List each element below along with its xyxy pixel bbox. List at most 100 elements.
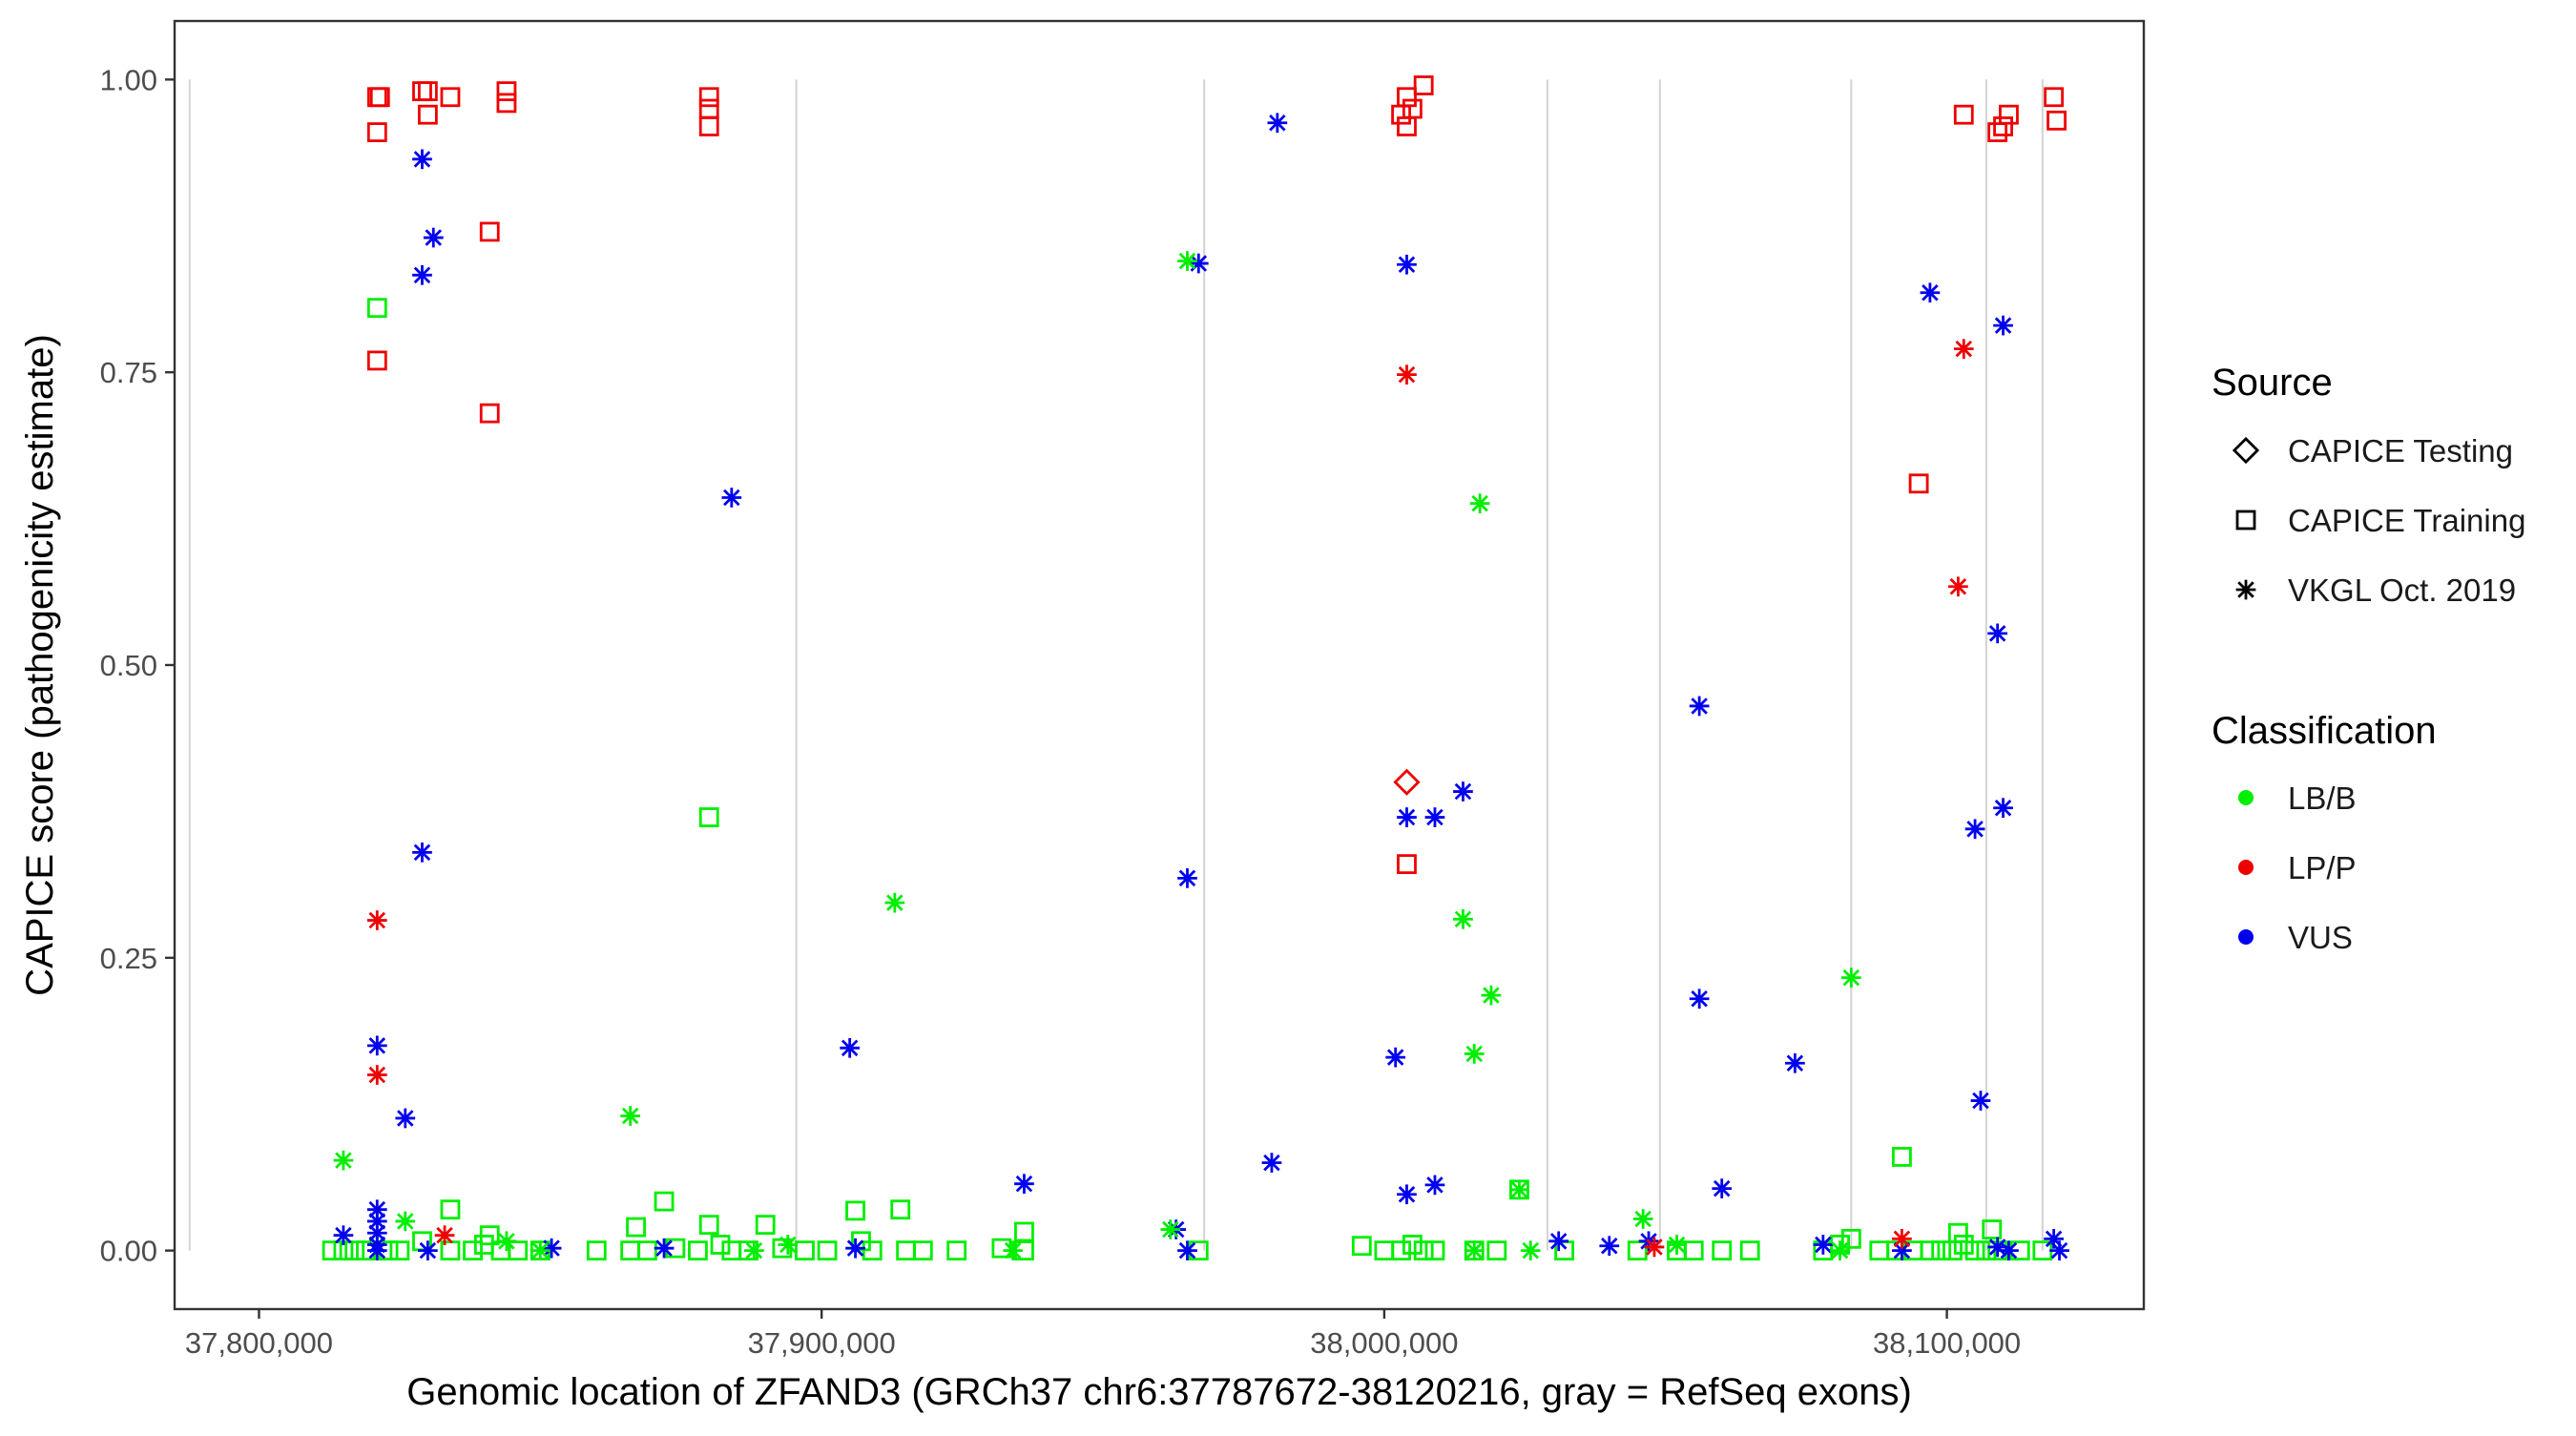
y-tick-label: 0.50: [100, 649, 157, 682]
data-point: [1397, 254, 1417, 275]
data-point: [389, 1240, 410, 1261]
data-point: [1486, 1240, 1507, 1261]
data-point: [1267, 113, 1288, 134]
data-point: [1014, 1174, 1034, 1195]
data-point: [1424, 807, 1445, 827]
data-point: [654, 1191, 675, 1212]
data-point: [366, 122, 387, 142]
data-point: [1014, 1221, 1034, 1242]
data-point: [333, 1150, 354, 1171]
y-tick-label: 1.00: [100, 63, 157, 96]
data-point: [333, 1225, 354, 1246]
data-point: [440, 87, 461, 108]
legend-source-title: Source: [2212, 362, 2333, 404]
data-point: [1689, 696, 1710, 717]
data-point: [1987, 122, 2008, 142]
data-point: [2049, 1240, 2069, 1260]
data-point: [620, 1106, 641, 1126]
legend: Source CAPICE Testing CAPICE Training VK…: [2212, 362, 2525, 955]
data-point: [845, 1200, 865, 1221]
exon-lines: [188, 79, 2044, 1251]
data-point: [1920, 282, 1941, 303]
data-point: [1402, 1235, 1423, 1255]
data-point: [344, 1240, 365, 1261]
legend-key-diamond: [2232, 436, 2260, 465]
data-point: [1397, 87, 1417, 108]
data-point: [1453, 908, 1473, 929]
x-tick-label: 37,900,000: [748, 1326, 896, 1360]
data-point: [1413, 75, 1434, 95]
series-vkgl-oct-2019: [333, 113, 2069, 1260]
data-point: [1177, 868, 1197, 888]
data-point: [423, 227, 444, 248]
data-points: [322, 75, 2069, 1261]
data-point: [1840, 968, 1861, 989]
data-point: [1481, 985, 1502, 1006]
data-point: [795, 1240, 815, 1261]
data-point: [434, 1225, 455, 1246]
data-point: [698, 87, 719, 108]
data-point: [412, 264, 432, 285]
data-point: [2044, 87, 2065, 108]
data-point: [1908, 473, 1929, 494]
data-point: [1424, 1175, 1445, 1196]
y-tick-label: 0.75: [100, 356, 157, 389]
data-point: [412, 149, 432, 170]
data-point: [366, 350, 387, 371]
data-point: [1964, 819, 1985, 840]
data-point: [1413, 1240, 1434, 1261]
data-point: [508, 1240, 529, 1261]
data-point: [1632, 1209, 1653, 1229]
data-point: [1892, 1147, 1912, 1167]
data-point: [626, 1217, 646, 1238]
x-axis: 37,800,000 37,900,000 38,000,000 38,100,000: [185, 1309, 2021, 1360]
data-point: [1397, 1184, 1417, 1205]
data-point: [369, 87, 390, 108]
data-point: [755, 1215, 776, 1236]
x-tick-label: 38,000,000: [1310, 1326, 1458, 1360]
data-point: [1785, 1052, 1805, 1073]
data-point: [1689, 989, 1710, 1009]
data-point: [586, 1240, 607, 1261]
data-point: [1644, 1237, 1665, 1258]
data-point: [1469, 493, 1490, 513]
legend-class-label-lpp: LP/P: [2288, 850, 2357, 885]
data-point: [1953, 104, 1974, 125]
data-point: [1999, 1240, 2019, 1260]
data-point: [1177, 1240, 1197, 1260]
data-point: [1261, 1153, 1282, 1173]
data-point: [530, 1240, 551, 1260]
legend-source-label-training: CAPICE Training: [2288, 503, 2525, 538]
data-point: [688, 1240, 708, 1261]
data-point: [366, 910, 387, 930]
data-point: [366, 1065, 387, 1085]
data-point: [412, 843, 432, 863]
data-point: [698, 116, 719, 136]
data-point: [1942, 1240, 1963, 1261]
data-point: [417, 81, 438, 102]
data-point: [1424, 1240, 1445, 1261]
data-point: [1520, 1240, 1541, 1260]
data-point: [1931, 1240, 1952, 1261]
data-point: [479, 221, 500, 242]
data-point: [366, 1240, 387, 1260]
legend-key-dot: [2238, 790, 2254, 805]
data-point: [417, 104, 438, 125]
data-point: [1397, 807, 1417, 827]
data-point: [1397, 364, 1417, 385]
data-point: [1993, 116, 2013, 136]
data-point: [1982, 1219, 2003, 1239]
data-point: [1892, 1229, 1912, 1249]
data-point: [1840, 1228, 1861, 1249]
data-point: [440, 1199, 461, 1220]
data-point: [912, 1240, 933, 1261]
data-point: [1739, 1240, 1760, 1261]
legend-key-dot: [2238, 860, 2254, 875]
data-point: [845, 1238, 865, 1259]
data-point: [1177, 251, 1197, 271]
legend-class-label-lbb: LB/B: [2288, 780, 2357, 816]
data-point: [366, 1035, 387, 1056]
data-point: [744, 1240, 764, 1260]
data-point: [1464, 1044, 1485, 1064]
